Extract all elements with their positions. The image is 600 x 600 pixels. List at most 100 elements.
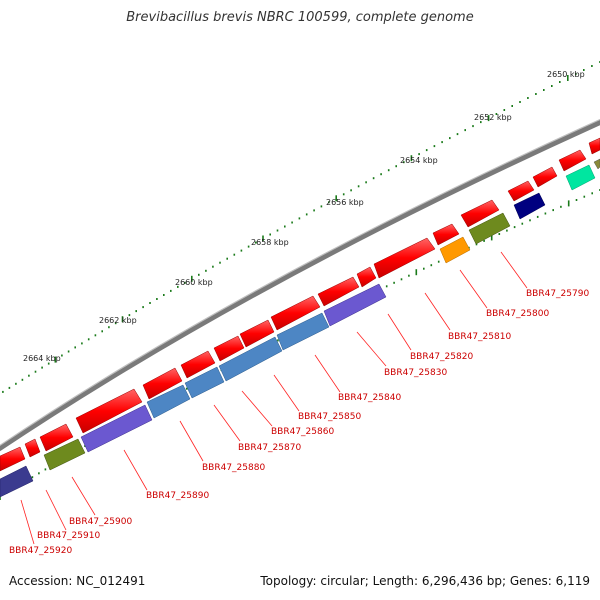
gene-arrow[interactable] [213,335,245,362]
gene-arrow[interactable] [460,199,500,228]
gene-block[interactable] [593,158,600,170]
leader-line [20,499,35,545]
minor-tick [2,390,4,393]
gene-label[interactable]: BBR47_25840 [338,393,401,403]
minor-tick [47,362,50,365]
forward-strand-genes [0,137,600,472]
major-tick [487,115,490,122]
leader-line [241,390,273,427]
leader-line [123,449,148,491]
minor-tick [551,85,553,87]
inner-scale-ticks [0,189,600,500]
minor-tick [480,121,482,124]
gene-block[interactable] [43,438,86,471]
major-tick [415,269,418,276]
gene-block[interactable] [439,236,471,264]
leader-line [273,374,300,412]
gene-arrow[interactable] [317,276,360,307]
leader-line [356,331,387,367]
minor-tick [205,269,207,272]
gene-block[interactable] [184,366,225,399]
gene-block[interactable] [146,384,191,419]
minor-tick [219,261,221,264]
minor-tick [418,153,420,156]
gene-arrow[interactable] [558,149,587,172]
gene-arrow[interactable] [356,266,377,288]
gene-label[interactable]: BBR47_25880 [202,463,265,473]
gene-label[interactable]: BBR47_25800 [486,309,549,319]
gene-block[interactable] [468,212,511,245]
gene-block[interactable] [80,404,153,453]
gene-arrow[interactable] [180,350,216,379]
genome-backbone [0,119,600,452]
minor-tick [495,113,498,115]
gene-label[interactable]: BBR47_25830 [384,368,447,378]
gene-arrow[interactable] [39,423,74,452]
minor-tick [28,374,30,377]
gene-label[interactable]: BBR47_25870 [238,443,301,453]
gene-label[interactable]: BBR47_25850 [298,412,361,422]
gene-block[interactable] [323,283,387,327]
gene-label[interactable]: BBR47_25810 [448,332,511,342]
gene-label[interactable]: BBR47_25820 [410,352,473,362]
major-tick [262,235,264,242]
minor-tick [583,195,586,198]
minor-tick [284,225,286,228]
minor-tick [44,468,47,471]
kbp-labels: 2650 kbp 2652 kbp 2654 kbp 2656 kbp 2658… [23,70,585,363]
major-tick [567,200,570,207]
gene-block[interactable] [513,192,546,220]
gene-label[interactable]: BBR47_25890 [146,491,209,501]
gene-block[interactable] [218,336,283,382]
major-tick [490,234,493,241]
minor-tick [67,350,70,353]
gene-arrow[interactable] [75,388,143,434]
kbp-label: 2652 kbp [474,113,512,122]
gene-arrow[interactable] [432,223,460,246]
kbp-label: 2662 kbp [99,316,137,325]
gene-arrow[interactable] [0,446,26,472]
minor-tick [498,233,501,235]
minor-tick [400,278,403,281]
minor-tick [527,97,529,99]
gene-arrow[interactable] [142,367,183,400]
kbp-label: 2654 kbp [400,156,438,165]
kbp-label: 2658 kbp [251,238,289,247]
gene-label[interactable]: BBR47_25790 [526,289,589,299]
minor-tick [543,89,545,91]
minor-tick [403,161,405,164]
minor-tick [170,289,172,292]
gene-arrow[interactable] [532,166,558,188]
minor-tick [483,239,485,242]
map-title: Brevibacillus brevis NBRC 100599, comple… [126,10,474,25]
minor-tick [240,249,243,252]
minor-tick [350,189,352,192]
gene-arrow[interactable] [373,237,436,279]
gene-arrow[interactable] [588,137,600,155]
minor-tick [277,339,279,342]
gene-label[interactable]: BBR47_25860 [271,427,334,437]
minor-tick [149,302,151,304]
minor-tick [544,212,547,215]
gene-arrow[interactable] [507,180,535,202]
minor-tick [198,273,200,276]
minor-tick [94,334,97,337]
minor-tick [519,101,521,103]
gene-block[interactable] [565,164,596,191]
leader-line [459,269,488,309]
gene-label[interactable]: BBR47_25910 [37,531,100,541]
minor-tick [393,281,395,284]
genome-summary-text: Topology: circular; Length: 6,296,436 bp… [260,574,590,588]
minor-tick [21,378,24,381]
minor-tick [342,193,345,196]
minor-tick [583,69,585,71]
gene-block[interactable] [0,465,34,498]
gene-block[interactable] [276,312,330,351]
gene-arrow[interactable] [239,319,275,348]
gene-arrow[interactable] [24,438,41,458]
minor-tick [372,177,375,180]
gene-arrow[interactable] [270,295,321,331]
gene-label[interactable]: BBR47_25900 [69,517,132,527]
gene-label[interactable]: BBR47_25920 [9,546,72,556]
kbp-label: 2664 kbp [23,354,61,363]
